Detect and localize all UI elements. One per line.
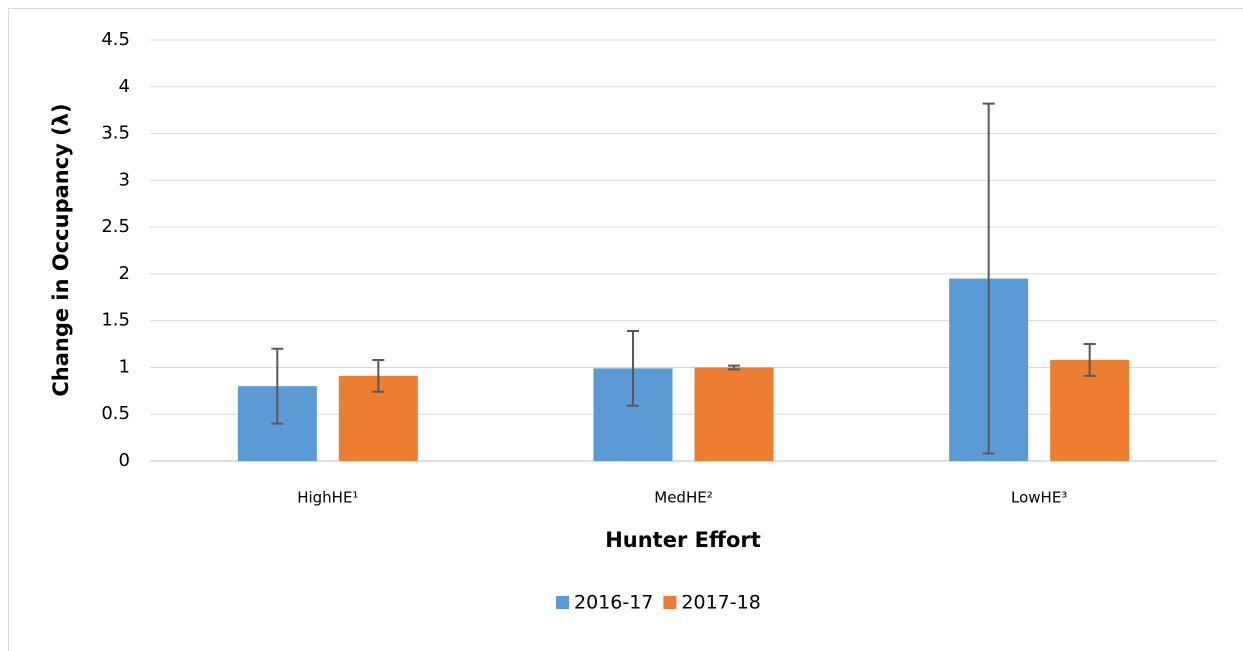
y-tick-label: 4.5 (101, 29, 130, 50)
legend-label: 2016-17 (574, 592, 653, 614)
y-tick-label: 0.5 (101, 403, 130, 424)
error-bar (271, 347, 284, 425)
y-tick-label: 1 (119, 356, 130, 377)
y-tick-label: 3.5 (101, 123, 130, 144)
y-tick-label: 1.5 (101, 310, 130, 331)
legend-label: 2017-18 (681, 592, 760, 614)
error-bar (728, 364, 740, 371)
chart-frame (8, 8, 1243, 651)
legend-swatch (663, 596, 677, 609)
y-tick-label: 2.5 (101, 216, 130, 237)
bar (694, 367, 774, 461)
error-bar (627, 329, 639, 407)
y-tick-label: 0 (119, 450, 130, 471)
y-tick-label: 4 (119, 76, 130, 97)
x-tick-label: LowHE³ (1011, 489, 1067, 507)
y-tick-label: 3 (119, 169, 130, 190)
error-bar (982, 102, 995, 455)
x-tick-label: MedHE² (654, 489, 712, 507)
y-tick-label: 2 (119, 263, 130, 284)
error-bar (1083, 343, 1096, 377)
error-bar (372, 358, 385, 393)
x-tick-label: HighHE¹ (297, 489, 358, 507)
y-axis-title: Change in Occupancy (λ) (49, 103, 73, 396)
legend-swatch (556, 596, 569, 609)
x-axis-title: Hunter Effort (605, 528, 761, 552)
